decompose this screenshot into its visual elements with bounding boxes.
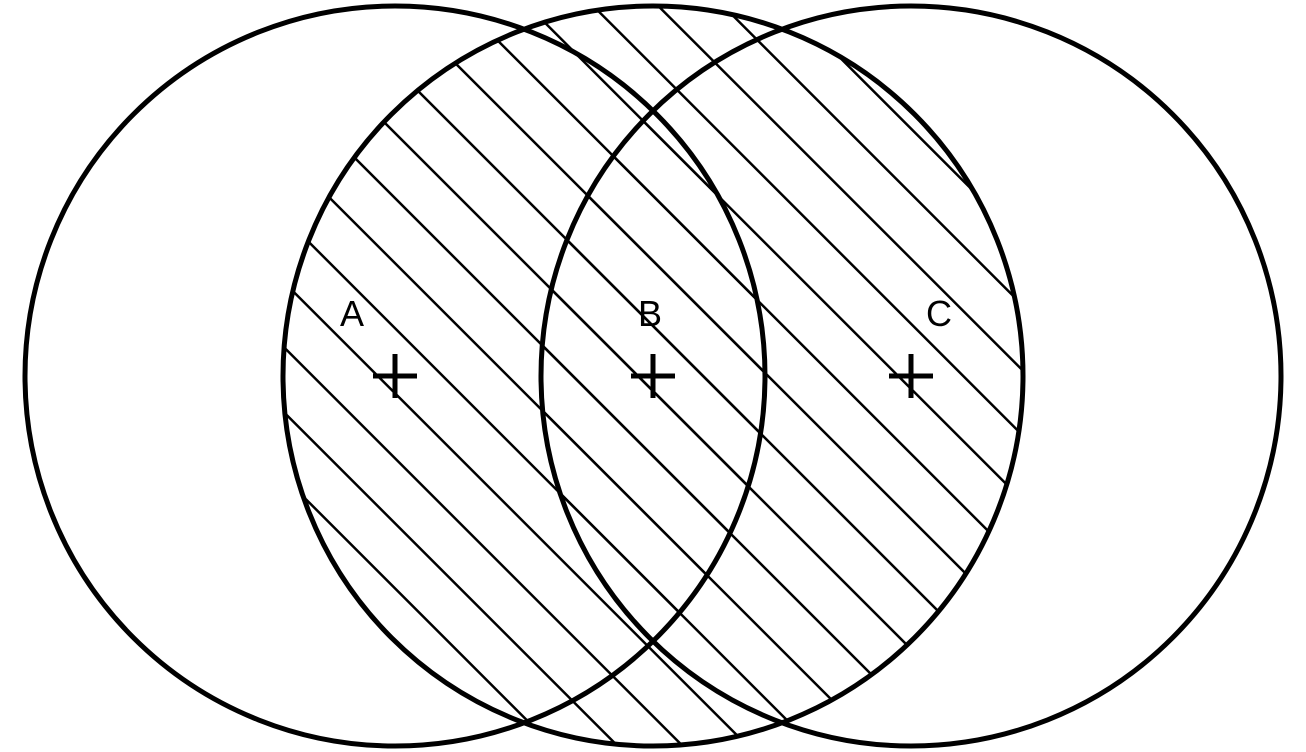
label-b: B — [638, 293, 662, 334]
label-a: A — [340, 293, 364, 334]
venn-diagram: A B C — [0, 0, 1306, 752]
label-c: C — [926, 293, 952, 334]
